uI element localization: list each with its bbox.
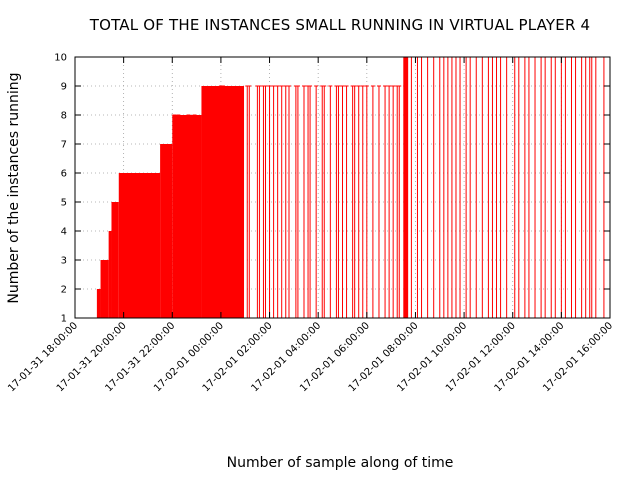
y-tick-label: 1	[61, 314, 67, 325]
bar-block	[100, 260, 109, 318]
y-tick-label: 6	[61, 169, 67, 180]
y-tick-label: 10	[54, 53, 67, 64]
x-axis-label: Number of sample along of time	[226, 455, 454, 471]
y-tick-label: 3	[61, 256, 67, 267]
bar-block	[96, 289, 101, 318]
bar-block	[172, 115, 202, 318]
bars	[96, 56, 606, 318]
bar-block	[160, 144, 173, 318]
y-ticks: 1 2 3 4 5 6 7 8 9 10	[54, 53, 610, 325]
bar-block	[108, 231, 112, 318]
y-tick-label: 7	[61, 140, 67, 151]
chart-title: TOTAL OF THE INSTANCES SMALL RUNNING IN …	[89, 16, 591, 34]
plot-frame	[74, 56, 611, 319]
y-tick-label: 2	[61, 285, 67, 296]
y-tick-label: 4	[61, 227, 67, 238]
y-tick-label: 9	[61, 82, 67, 93]
bar-block	[403, 57, 409, 318]
bar-block	[118, 173, 161, 318]
y-tick-label: 8	[61, 111, 67, 122]
bar-block	[111, 202, 119, 318]
y-tick-label: 5	[61, 198, 67, 209]
